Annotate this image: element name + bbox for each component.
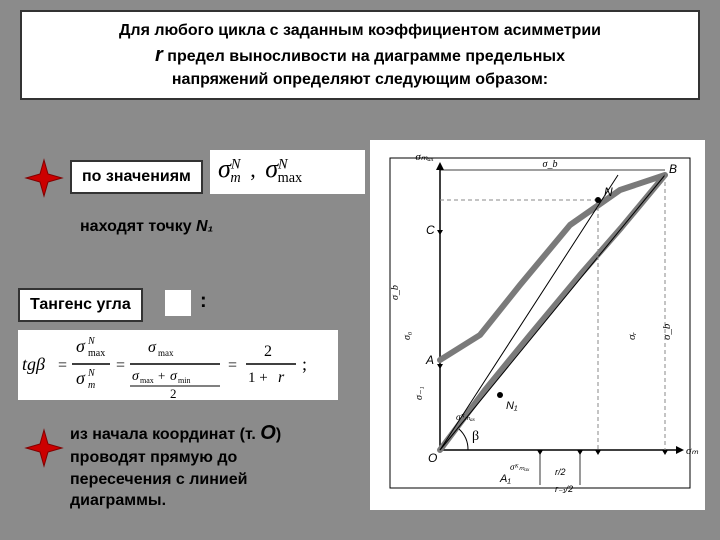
- svg-text:A: A: [425, 353, 434, 367]
- svg-text:max: max: [140, 376, 154, 385]
- svg-text:σ_b: σ_b: [543, 159, 558, 170]
- svg-text:=: =: [58, 357, 67, 374]
- label-tangens: Тангенс угла: [18, 288, 143, 322]
- svg-text:σᴷₘₐₓ: σᴷₘₐₓ: [510, 462, 530, 472]
- bottom-o: О: [260, 422, 276, 444]
- svg-text:σₘ: σₘ: [686, 445, 698, 457]
- svg-text:σ: σ: [132, 369, 140, 384]
- title-r: r: [155, 44, 163, 66]
- svg-text:σ_b: σ_b: [390, 285, 401, 300]
- beta-icon: [165, 290, 191, 316]
- svg-text:σ: σ: [76, 336, 86, 356]
- svg-text:N: N: [604, 185, 613, 199]
- bottom-a: из начала координат (т.: [70, 426, 260, 443]
- sigma-values: σNm , σNmax: [210, 150, 365, 194]
- svg-text:O: O: [428, 451, 437, 465]
- svg-text:C: C: [426, 223, 435, 237]
- label-po-znacheniyam: по значениям: [70, 160, 203, 194]
- title-line2b: напряжений определяют следующим образом:: [36, 69, 684, 91]
- svg-text:r/2: r/2: [555, 467, 566, 477]
- svg-text:r₋₁/2: r₋₁/2: [555, 484, 573, 494]
- bottom-e: диаграммы.: [70, 492, 166, 509]
- svg-text:N₁: N₁: [506, 400, 518, 412]
- svg-text:max: max: [88, 348, 105, 359]
- svg-text:σ₋₁: σ₋₁: [414, 386, 425, 400]
- formula-lhs: tgβ: [22, 354, 45, 374]
- sigma1-sub: m: [230, 170, 240, 186]
- bottom-d: пересечения с линией: [70, 471, 247, 488]
- title-line1: Для любого цикла с заданным коэффициенто…: [36, 20, 684, 42]
- star-icon: [24, 158, 64, 198]
- svg-text:σᴺₘₐₓ: σᴺₘₐₓ: [456, 412, 476, 422]
- colon: :: [200, 290, 207, 313]
- star-icon: [24, 428, 64, 468]
- label-nakhodyat: находят точку N₁: [80, 218, 213, 236]
- svg-text:2: 2: [264, 343, 272, 360]
- formula: tgβ = σ N max σ N m = σ max σ max + σ mi…: [18, 330, 338, 400]
- sigma-comma: ,: [250, 157, 256, 182]
- svg-text:σᵣ: σᵣ: [626, 332, 638, 340]
- nakh-n1: N₁: [196, 218, 213, 235]
- svg-text:min: min: [178, 376, 190, 385]
- title-line2: r предел выносливости на диаграмме преде…: [36, 42, 684, 69]
- svg-text:=: =: [116, 357, 125, 374]
- svg-text:σₘₐₓ: σₘₐₓ: [415, 151, 434, 163]
- svg-text:σ: σ: [148, 339, 157, 356]
- svg-text:σ: σ: [76, 368, 86, 388]
- svg-text:r: r: [278, 369, 285, 386]
- nakh-text: находят точку: [80, 218, 196, 235]
- svg-text:m: m: [88, 380, 95, 391]
- title-line2a: предел выносливости на диаграмме предель…: [163, 48, 565, 65]
- svg-text:B: B: [669, 162, 677, 176]
- sigma2-sub: max: [278, 170, 303, 186]
- svg-text:=: =: [228, 357, 237, 374]
- title-box: Для любого цикла с заданным коэффициенто…: [20, 10, 700, 100]
- svg-text:A₁: A₁: [499, 473, 511, 485]
- svg-text:N: N: [87, 368, 96, 379]
- bottom-text: из начала координат (т. О) проводят прям…: [70, 420, 370, 512]
- svg-text:σ: σ: [170, 369, 178, 384]
- svg-text:σ₀: σ₀: [402, 331, 413, 340]
- svg-text:σ_b: σ_b: [661, 323, 673, 340]
- svg-text:;: ;: [302, 354, 307, 374]
- svg-text:β: β: [472, 429, 479, 444]
- svg-text:2: 2: [170, 386, 177, 400]
- bottom-c: проводят прямую до: [70, 449, 237, 466]
- svg-text:1 +: 1 +: [248, 370, 268, 386]
- limiting-stress-diagram: σₘₐₓ σₘ σ_b β σᵣ σ_b O A C B N N₁ A₁ σ₀ σ₋₁ σ_b σᴺₘₐₓ σᴷₘ…: [370, 140, 705, 510]
- bottom-b: ): [276, 426, 281, 443]
- svg-text:max: max: [158, 348, 174, 358]
- svg-text:N: N: [87, 336, 96, 347]
- svg-text:+: +: [158, 368, 165, 383]
